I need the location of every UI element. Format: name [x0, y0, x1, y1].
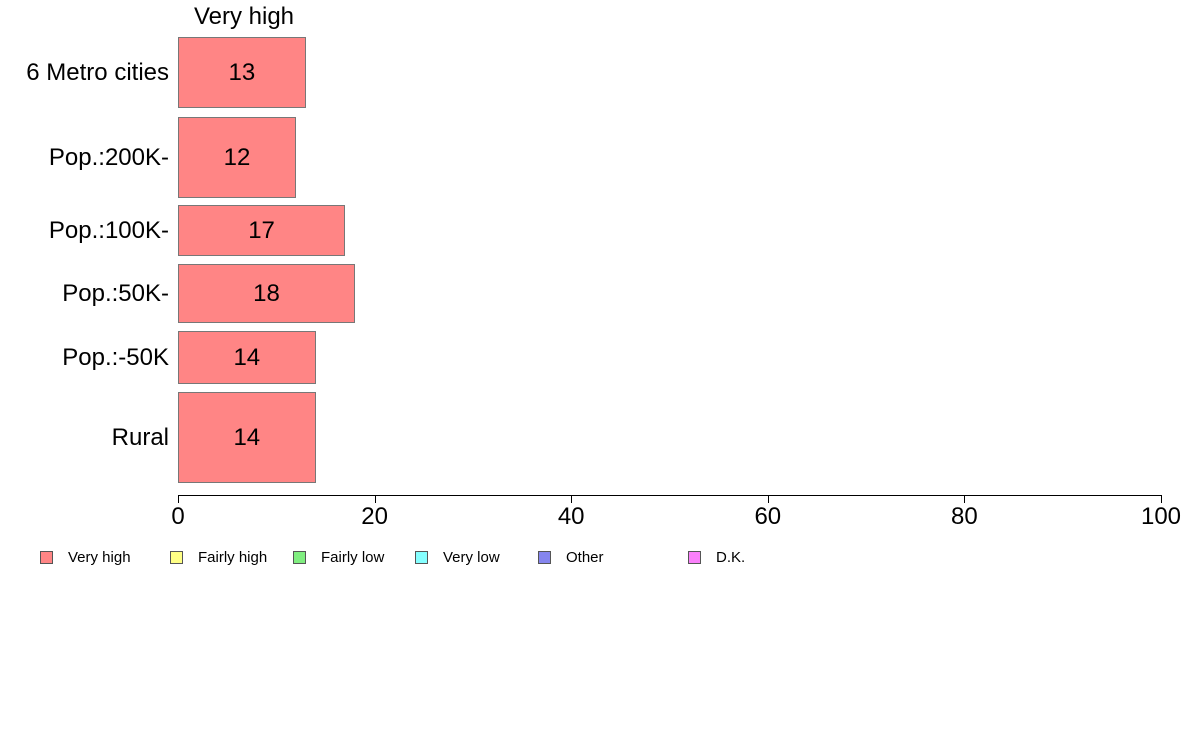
bar-value-label: 14: [233, 343, 261, 371]
bar-value-label: 13: [228, 58, 256, 86]
category-label: Pop.:50K-: [62, 279, 169, 307]
x-tick: [571, 495, 573, 503]
legend-label: Very low: [443, 548, 500, 566]
category-label: Pop.:100K-: [48, 216, 169, 244]
legend-swatch: [688, 550, 701, 564]
x-tick: [767, 495, 769, 503]
legend-item: D.K.: [688, 548, 745, 566]
x-tick-label: 80: [951, 503, 978, 530]
x-tick: [374, 495, 376, 503]
x-axis-line: [178, 495, 1161, 496]
bar-value-label: 12: [223, 143, 251, 171]
legend-label: D.K.: [716, 548, 746, 566]
x-tick-label: 0: [171, 503, 185, 530]
legend-swatch: [538, 550, 551, 564]
bar: 12: [178, 117, 296, 198]
legend-swatch: [170, 550, 183, 564]
legend-label: Fairly high: [198, 548, 268, 566]
legend-item: Fairly low: [293, 548, 384, 566]
x-tick-label: 60: [754, 503, 782, 530]
category-label: Pop.:-50K: [62, 343, 169, 371]
x-tick: [178, 495, 179, 503]
bar: 17: [178, 205, 346, 256]
x-tick: [1161, 495, 1162, 503]
legend-label: Other: [566, 548, 604, 566]
legend-swatch: [293, 550, 306, 564]
category-label: 6 Metro cities: [26, 58, 169, 86]
legend-item: Very low: [415, 548, 500, 566]
legend-label: Fairly low: [321, 548, 385, 566]
x-tick: [964, 495, 966, 503]
x-tick-label: 100: [1140, 503, 1182, 530]
bar-value-label: 18: [253, 279, 280, 307]
bar-value-label: 17: [248, 216, 275, 244]
category-label: Pop.:200K-: [48, 143, 169, 171]
bar: 14: [178, 392, 316, 483]
legend-item: Very high: [40, 548, 131, 566]
x-tick-label: 20: [361, 503, 388, 530]
legend-swatch: [415, 550, 428, 564]
x-tick-label: 40: [557, 503, 585, 530]
bar: 18: [178, 264, 355, 323]
bar: 13: [178, 37, 306, 108]
category-label: Rural: [111, 423, 169, 451]
chart-title: Very high: [193, 3, 295, 30]
legend-item: Fairly high: [170, 548, 267, 566]
bar-value-label: 14: [233, 423, 261, 451]
bar: 14: [178, 331, 316, 384]
legend-swatch: [40, 550, 53, 564]
legend-item: Other: [538, 548, 604, 566]
legend-label: Very high: [68, 548, 131, 566]
